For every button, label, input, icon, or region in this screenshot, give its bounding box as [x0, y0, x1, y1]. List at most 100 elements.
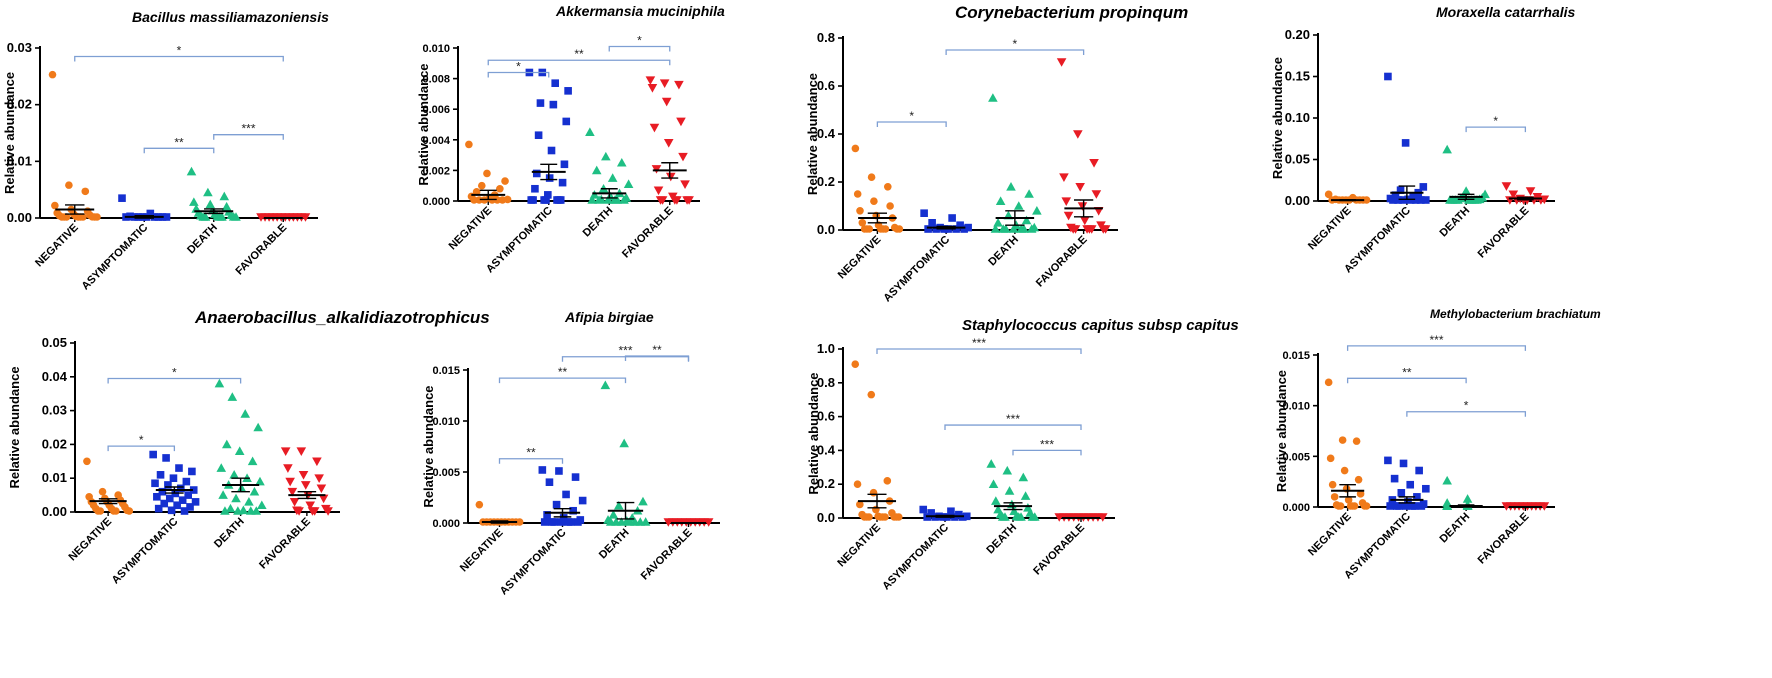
y-tick-label: 0.04	[42, 369, 68, 384]
data-point	[235, 446, 245, 455]
data-point	[562, 118, 570, 126]
data-point	[619, 439, 629, 448]
data-point	[868, 173, 876, 181]
data-point	[1006, 182, 1016, 191]
data-point	[896, 225, 904, 233]
y-tick-label: 0.006	[422, 104, 450, 116]
x-tick-label: NEGATIVE	[835, 522, 883, 570]
data-point	[1353, 437, 1361, 445]
data-point	[537, 99, 545, 107]
y-tick-label: 1.0	[817, 341, 835, 356]
data-point	[546, 174, 554, 182]
x-tick-label: NEGATIVE	[1306, 511, 1354, 559]
data-point	[1057, 58, 1067, 67]
y-tick-label: 0.4	[817, 442, 836, 457]
data-point	[650, 124, 660, 133]
data-point	[65, 181, 73, 189]
data-point	[81, 188, 89, 196]
significance-label: **	[574, 47, 584, 61]
data-point	[986, 459, 996, 468]
significance-label: *	[177, 44, 182, 58]
x-tick-label: NEGATIVE	[67, 516, 115, 564]
y-tick-label: 0.000	[1282, 502, 1310, 514]
y-tick-label: 0.03	[42, 403, 67, 418]
data-point	[884, 477, 892, 485]
data-point	[1089, 159, 1099, 168]
x-tick-label: FAVORABLE	[1031, 522, 1087, 578]
y-tick-label: 0.0	[817, 510, 835, 525]
significance-label: **	[1402, 365, 1412, 379]
significance-label: *	[1464, 399, 1469, 413]
x-tick-label: FAVORABLE	[233, 222, 289, 278]
data-point	[924, 225, 932, 233]
y-tick-label: 0.00	[42, 504, 67, 519]
data-point	[865, 513, 873, 521]
data-point	[157, 471, 165, 479]
data-point	[285, 478, 295, 487]
data-point	[250, 487, 260, 496]
data-point	[867, 391, 875, 399]
data-point	[83, 458, 91, 466]
data-point	[559, 179, 567, 187]
x-tick-label: ASYMPTOMATIC	[1342, 205, 1413, 276]
data-point	[574, 518, 582, 526]
data-point	[470, 196, 478, 204]
data-point	[996, 196, 1006, 205]
data-point	[541, 518, 549, 526]
data-point	[1064, 212, 1074, 221]
data-point	[676, 118, 686, 127]
data-point	[1415, 467, 1423, 475]
y-tick-label: 0.03	[7, 40, 32, 55]
chart-panel-6: Afipia birgiaeRelative abundance0.0000.0…	[421, 309, 720, 598]
data-point	[960, 225, 968, 233]
data-point	[1400, 460, 1408, 468]
data-point	[478, 182, 486, 190]
data-point	[1339, 436, 1347, 444]
data-point	[1397, 489, 1405, 497]
data-point	[222, 440, 232, 449]
y-tick-label: 0.01	[42, 470, 67, 485]
data-point	[531, 185, 539, 193]
y-tick-label: 0.008	[422, 74, 450, 86]
significance-label: *	[1013, 37, 1018, 51]
data-point	[228, 392, 238, 401]
chart-panel-8: Methylobacterium brachiatumRelative abun…	[1274, 307, 1601, 582]
x-tick-label: ASYMPTOMATIC	[881, 234, 952, 305]
data-point	[97, 507, 105, 515]
data-point	[1442, 476, 1452, 485]
data-point	[1351, 502, 1359, 510]
data-point	[112, 507, 120, 515]
y-tick-label: 0.8	[817, 30, 835, 45]
y-tick-label: 0.6	[817, 409, 835, 424]
data-point	[562, 491, 570, 499]
data-point	[1402, 139, 1410, 147]
data-point	[548, 518, 556, 526]
data-point	[550, 101, 558, 109]
data-point	[1327, 455, 1335, 463]
data-point	[1075, 183, 1085, 192]
data-point	[248, 457, 258, 466]
data-point	[1406, 481, 1414, 489]
data-point	[1032, 206, 1042, 215]
data-point	[561, 160, 569, 168]
data-point	[301, 481, 311, 490]
data-point	[1061, 197, 1071, 206]
chart-title: Moraxella catarrhalis	[1436, 4, 1576, 20]
data-point	[299, 471, 309, 480]
data-point	[624, 179, 634, 188]
data-point	[680, 180, 690, 189]
data-point	[666, 173, 676, 182]
data-point	[1502, 182, 1512, 191]
x-tick-label: ASYMPTOMATIC	[110, 516, 181, 587]
chart-title: Akkermansia muciniphila	[555, 3, 725, 19]
data-point	[555, 467, 563, 475]
y-axis-label: Relative abundance	[1274, 370, 1289, 492]
data-point	[895, 513, 903, 521]
data-point	[187, 167, 197, 176]
data-point	[884, 183, 892, 191]
data-point	[533, 170, 541, 178]
data-point	[314, 474, 324, 483]
data-point	[1073, 130, 1083, 139]
data-point	[993, 218, 1003, 227]
data-point	[240, 409, 250, 418]
